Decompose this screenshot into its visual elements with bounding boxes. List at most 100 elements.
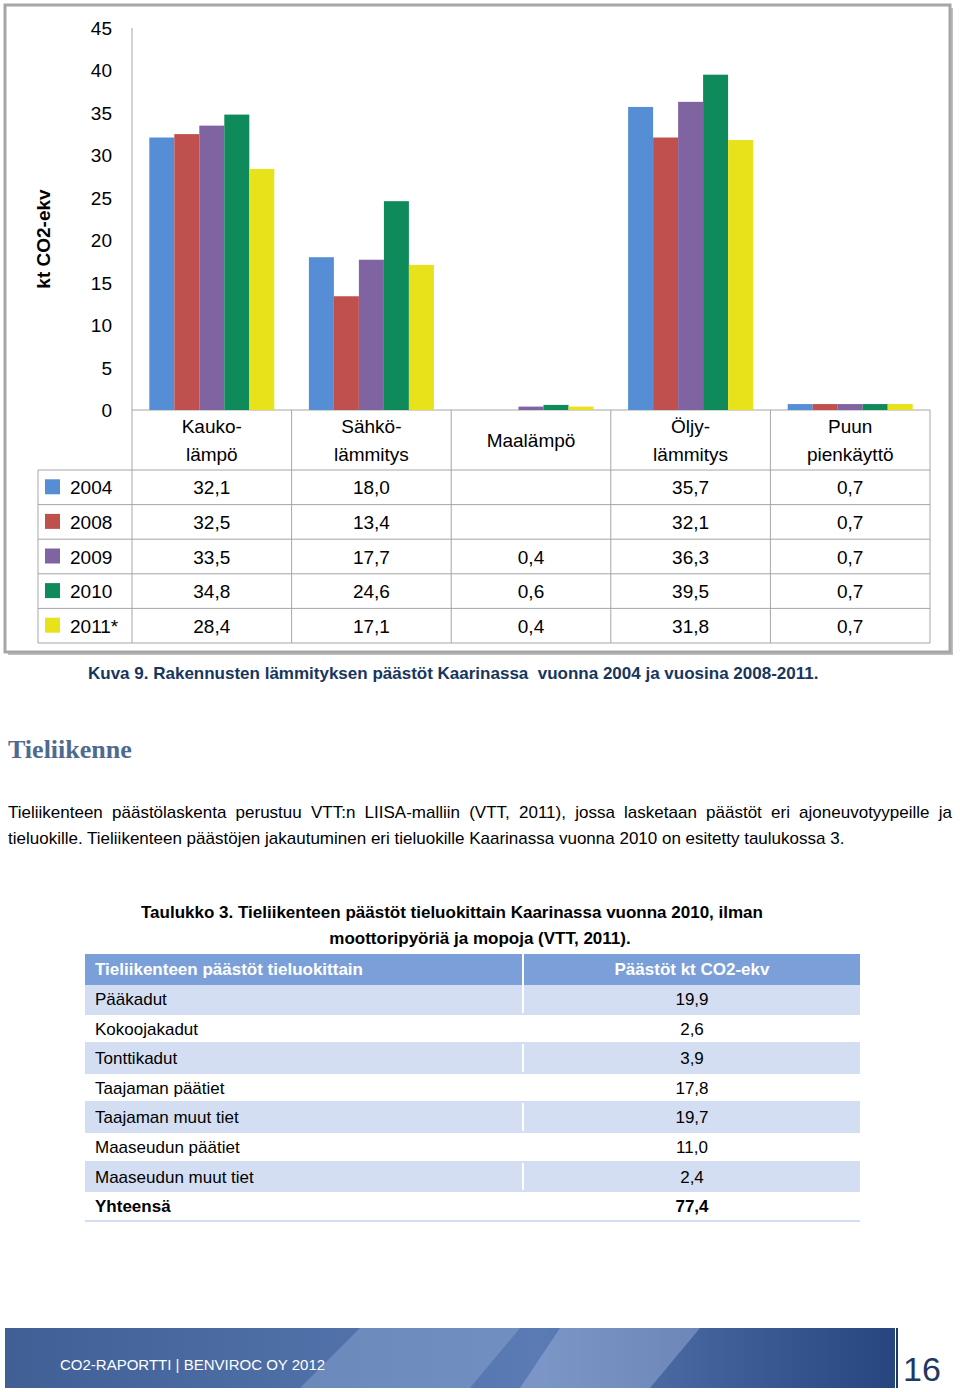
legend-label: 2010 [70, 581, 112, 602]
table-line [38, 643, 930, 644]
category-label-line: Sähkö- [341, 416, 401, 437]
category-label: Öljy-lämmitys [653, 416, 728, 465]
bar [199, 126, 224, 410]
category-label-line: lämmitys [334, 444, 409, 465]
table-line [38, 470, 132, 471]
legend-label: 2009 [70, 547, 112, 568]
table-header: Tieliikenteen päästöt tieluokittainPääst… [85, 954, 860, 985]
table-value: 0,4 [518, 616, 545, 637]
table-caption: moottoripyöriä ja mopoja (VTT, 2011). [135, 929, 825, 949]
bar [628, 107, 653, 410]
table-cell: 3,9 [524, 1049, 860, 1069]
table-line [451, 410, 452, 643]
y-axis-line [132, 28, 133, 410]
legend-label: 2011* [70, 616, 119, 637]
table-divider [522, 1133, 524, 1161]
y-tick-label: 10 [91, 315, 112, 336]
table-cell: Maaseudun muut tiet [95, 1168, 254, 1188]
y-tick-label: 5 [101, 358, 112, 379]
section-paragraph: Tieliikenteen päästölaskenta perustuu VT… [8, 800, 952, 852]
y-tick-label: 40 [91, 60, 112, 81]
figure-caption: Kuva 9. Rakennusten lämmityksen päästöt … [88, 664, 818, 684]
bar [309, 257, 334, 410]
table-value: 13,4 [353, 512, 390, 533]
footer-bar [5, 1328, 895, 1388]
bar [519, 407, 544, 410]
table-divider [522, 1044, 524, 1072]
legend-label: 2008 [70, 512, 112, 533]
footer-text: CO2-RAPORTTI | BENVIROC OY 2012 [60, 1356, 325, 1373]
table-value: 0,7 [837, 616, 863, 637]
table-divider [522, 1192, 524, 1220]
category-label: Sähkö-lämmitys [334, 416, 409, 465]
y-tick-label: 0 [101, 400, 112, 421]
table-cell: 17,8 [524, 1079, 860, 1099]
table-cell: 19,7 [524, 1108, 860, 1128]
y-tick-label: 25 [91, 188, 112, 209]
table-line [291, 410, 292, 643]
table-header-cell: Päästöt kt CO2-ekv [524, 960, 860, 980]
table-row: Pääkadut19,9 [85, 985, 860, 1015]
table-cell: Yhteensä [95, 1197, 171, 1217]
bar [728, 140, 753, 410]
category-label-line: lämpö [186, 444, 238, 465]
table-cell: Taajaman muut tiet [95, 1108, 239, 1128]
table-value: 0,4 [518, 547, 545, 568]
bar [384, 201, 409, 410]
bar [678, 102, 703, 410]
legend-key [45, 583, 60, 598]
y-tick-label: 15 [91, 273, 112, 294]
table-value: 17,7 [353, 547, 390, 568]
y-tick-label: 45 [91, 18, 112, 39]
table-value: 36,3 [672, 547, 709, 568]
table-line [38, 470, 39, 643]
table-value: 39,5 [672, 581, 709, 602]
chart-frame [5, 5, 950, 652]
page-number: 16 [903, 1350, 941, 1389]
table-divider [522, 1074, 524, 1102]
table-cell: 77,4 [524, 1197, 860, 1217]
table-line [930, 410, 931, 643]
data-table: Kauko-lämpöSähkö-lämmitysMaalämpöÖljy-lä… [38, 410, 930, 643]
legend-label: 2004 [70, 477, 113, 498]
y-axis-title: kt CO2-ekv [33, 189, 54, 289]
bar [224, 115, 249, 410]
table-line [610, 410, 611, 643]
bars [149, 75, 912, 410]
table-divider [522, 954, 524, 985]
bar [249, 169, 274, 410]
bar [888, 404, 913, 410]
table-value: 32,1 [193, 477, 230, 498]
table-value: 0,6 [518, 581, 544, 602]
category-label-line: pienkäyttö [807, 444, 894, 465]
table-caption: Taulukko 3. Tieliikenteen päästöt tieluo… [141, 903, 763, 923]
table-value: 24,6 [353, 581, 390, 602]
y-tick-label: 20 [91, 230, 112, 251]
bar [838, 404, 863, 410]
table-row: Yhteensä 77,4 [85, 1192, 860, 1222]
bar [359, 260, 384, 410]
bar [409, 265, 434, 410]
bar [544, 405, 569, 410]
table-divider [522, 1163, 524, 1191]
table-cell: Maaseudun päätiet [95, 1138, 240, 1158]
table-cell: 11,0 [524, 1138, 860, 1158]
chart: kt CO2-ekv051015202530354045Kauko-lämpöS… [0, 0, 960, 665]
table-divider [522, 1015, 524, 1043]
y-tick-label: 30 [91, 145, 112, 166]
bar [813, 404, 838, 410]
table-cell: Pääkadut [95, 990, 167, 1010]
bar [788, 404, 813, 410]
table-value: 32,1 [672, 512, 709, 533]
table-row: Kokoojakadut2,6 [85, 1015, 860, 1045]
table-line [132, 410, 133, 643]
bar [569, 407, 594, 410]
bar [703, 75, 728, 410]
table-value: 0,7 [837, 477, 863, 498]
legend-key [45, 514, 60, 529]
bar [334, 296, 359, 410]
table-line [38, 573, 930, 574]
footer-stripe [520, 1328, 700, 1388]
legend-key [45, 549, 60, 564]
category-label-line: Maalämpö [487, 430, 576, 451]
